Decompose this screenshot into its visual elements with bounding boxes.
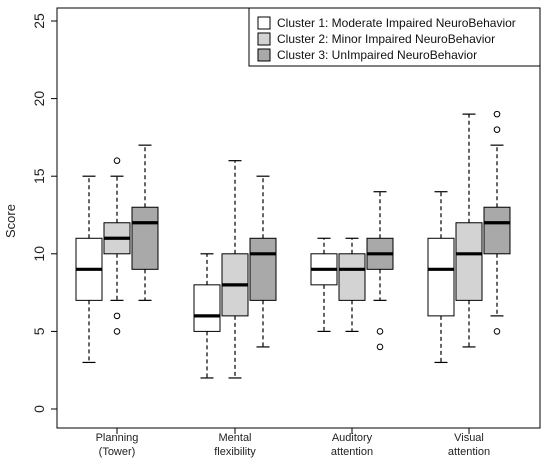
box-2-4 [455,113,483,348]
box-3-2 [249,175,277,348]
box-iqr [249,237,277,301]
y-tick-label: 10 [31,246,47,262]
box-1-3 [310,237,338,332]
box-1-2 [193,253,221,379]
box-3-4 [483,110,511,335]
outlier-point [113,157,121,164]
outlier-point [493,328,501,335]
legend-label: Cluster 3: UnImpaired NeuroBehavior [277,48,477,62]
x-tick-label: (Tower) [99,446,136,458]
plot-frame [56,7,541,429]
box-1-1 [75,175,103,364]
legend-swatch [257,32,271,46]
x-tick-label: attention [448,446,490,458]
box-3-1 [131,144,159,301]
outlier-point [376,328,384,335]
legend-swatch [257,16,271,30]
outlier-point [493,126,501,133]
y-tick-label: 25 [31,13,47,29]
y-tick-label: 20 [31,91,47,107]
y-tick-label: 15 [31,168,47,184]
x-tick-label: Planning [96,432,139,444]
box-iqr [338,253,366,301]
box-iqr [483,206,511,255]
outlier-point [113,312,121,320]
outlier-point [113,328,121,335]
box-3-3 [366,191,394,351]
box-2-3 [338,237,366,332]
plot-area [56,7,541,429]
y-tick-label: 0 [31,405,47,413]
box-2-2 [221,160,249,379]
box-iqr [427,237,455,317]
x-axis: Planning (Tower) Mental flexibility Auditory… [96,428,490,458]
outlier-point [376,343,384,351]
box-2-1 [103,157,131,335]
x-tick-label: Auditory [332,432,373,444]
legend-swatch [257,48,271,62]
box-iqr [193,284,221,332]
legend-box [248,7,541,67]
x-tick-label: Visual [454,432,484,444]
y-axis-title: Score [3,204,18,238]
x-tick-label: flexibility [214,446,256,458]
x-tick-label: attention [331,446,373,458]
outlier-point [493,110,501,118]
box-iqr [455,222,483,301]
box-1-4 [427,191,455,364]
legend-label: Cluster 2: Minor Impaired NeuroBehavior [277,32,495,46]
x-tick-label: Mental [218,432,251,444]
legend-label: Cluster 1: Moderate Impaired NeuroBehavi… [277,16,516,30]
legend: Cluster 1: Moderate Impaired NeuroBehavi… [248,7,541,67]
y-tick-label: 5 [31,327,47,335]
y-axis: 0 5 10 15 20 25 [31,13,57,413]
box-iqr [131,206,159,270]
